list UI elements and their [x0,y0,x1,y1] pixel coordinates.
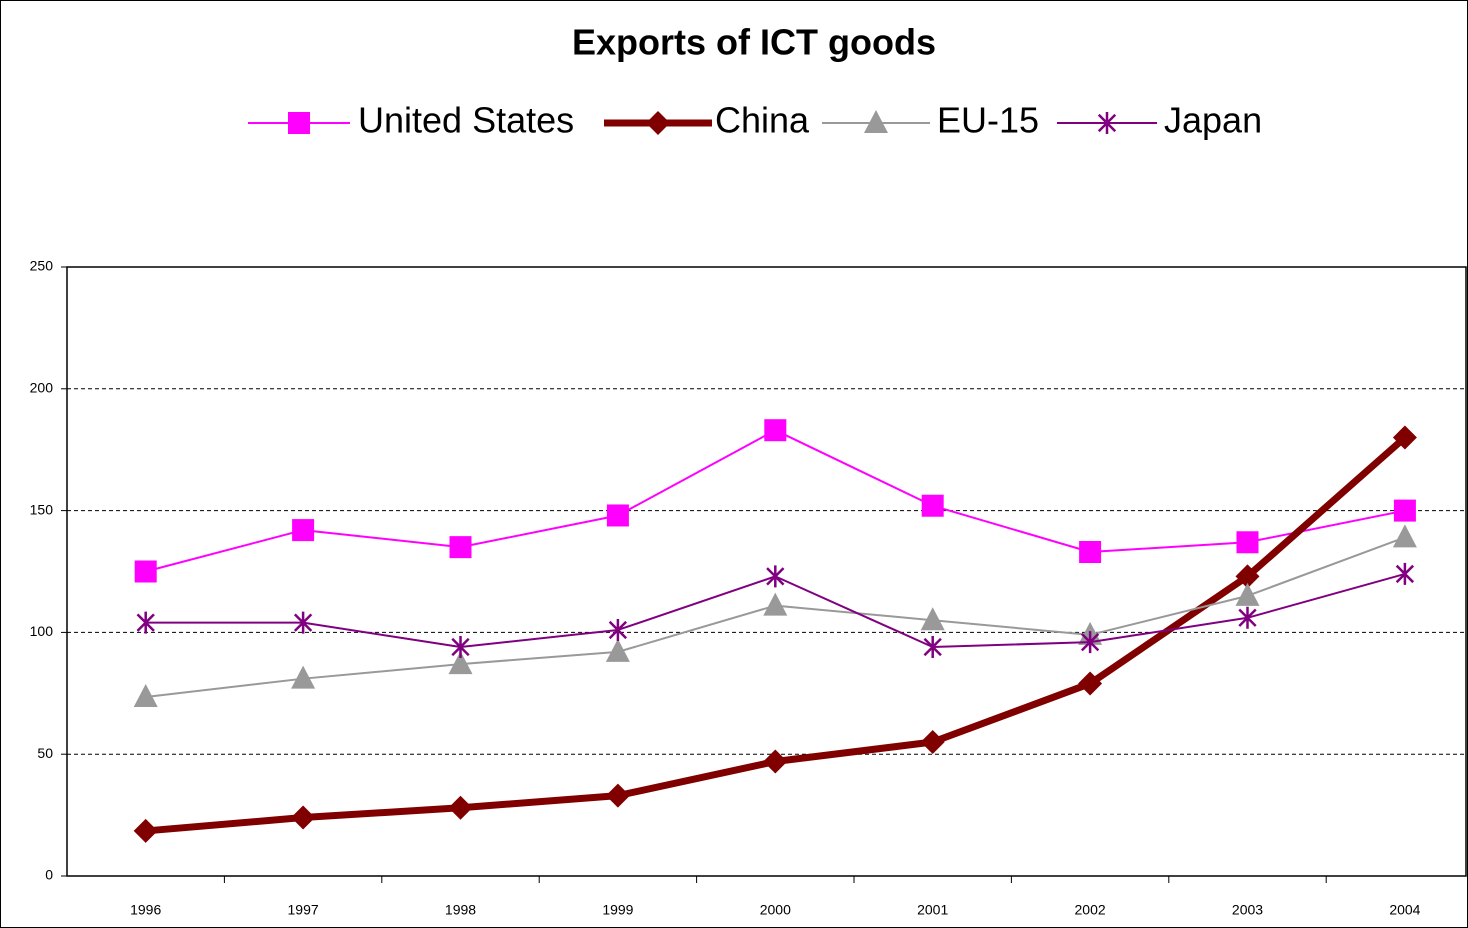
data-point [1079,541,1102,564]
data-point [1080,631,1100,654]
data-point [448,651,473,675]
data-point [605,638,630,662]
x-tick-label: 1997 [288,902,319,918]
data-point [292,519,315,542]
y-tick-label: 50 [37,745,53,761]
data-point [291,805,316,830]
legend-marker [864,110,888,133]
data-point [1078,671,1103,696]
legend-marker [646,111,670,135]
data-point [763,592,788,616]
data-point [1392,425,1417,450]
data-point [920,730,945,755]
data-point [448,795,473,820]
legend-label: United States [358,100,574,141]
x-tick-label: 2000 [760,902,791,918]
data-point [133,683,158,707]
legend-marker [288,112,310,134]
y-tick-label: 100 [30,623,54,639]
data-point [1238,606,1257,629]
data-point [293,611,313,634]
data-point [451,636,470,659]
x-tick-label: 2004 [1389,902,1420,918]
data-point [764,419,787,442]
data-point [1235,564,1260,589]
x-tick-label: 1996 [130,902,161,918]
chart-title: Exports of ICT goods [572,22,936,63]
data-point [608,618,628,641]
y-tick-label: 150 [30,501,54,517]
data-point [134,560,157,583]
data-point [1236,531,1259,554]
data-point [606,504,629,527]
data-point [1392,524,1417,548]
data-point [920,607,945,631]
data-point [133,818,158,843]
data-point [449,536,472,559]
data-point [766,565,785,588]
plot-frame [66,266,1467,877]
x-tick-label: 2001 [917,902,948,918]
x-tick-label: 1999 [602,902,633,918]
legend-label: Japan [1164,100,1262,141]
x-tick-label: 1998 [445,902,476,918]
x-tick-label: 2003 [1232,902,1263,918]
data-point [136,611,155,634]
legend-marker [1097,112,1117,134]
data-point [923,636,942,659]
data-point [1235,582,1260,606]
data-point [1393,499,1416,522]
y-tick-label: 250 [30,258,54,274]
data-point [291,665,316,689]
legend-label: EU-15 [937,100,1039,141]
y-tick-label: 0 [45,867,53,883]
data-point [1395,562,1415,585]
data-point [763,749,788,774]
data-point [605,783,630,808]
x-tick-label: 2002 [1075,902,1106,918]
data-point [921,494,944,517]
y-tick-label: 200 [30,380,54,396]
legend-label: China [715,100,810,141]
